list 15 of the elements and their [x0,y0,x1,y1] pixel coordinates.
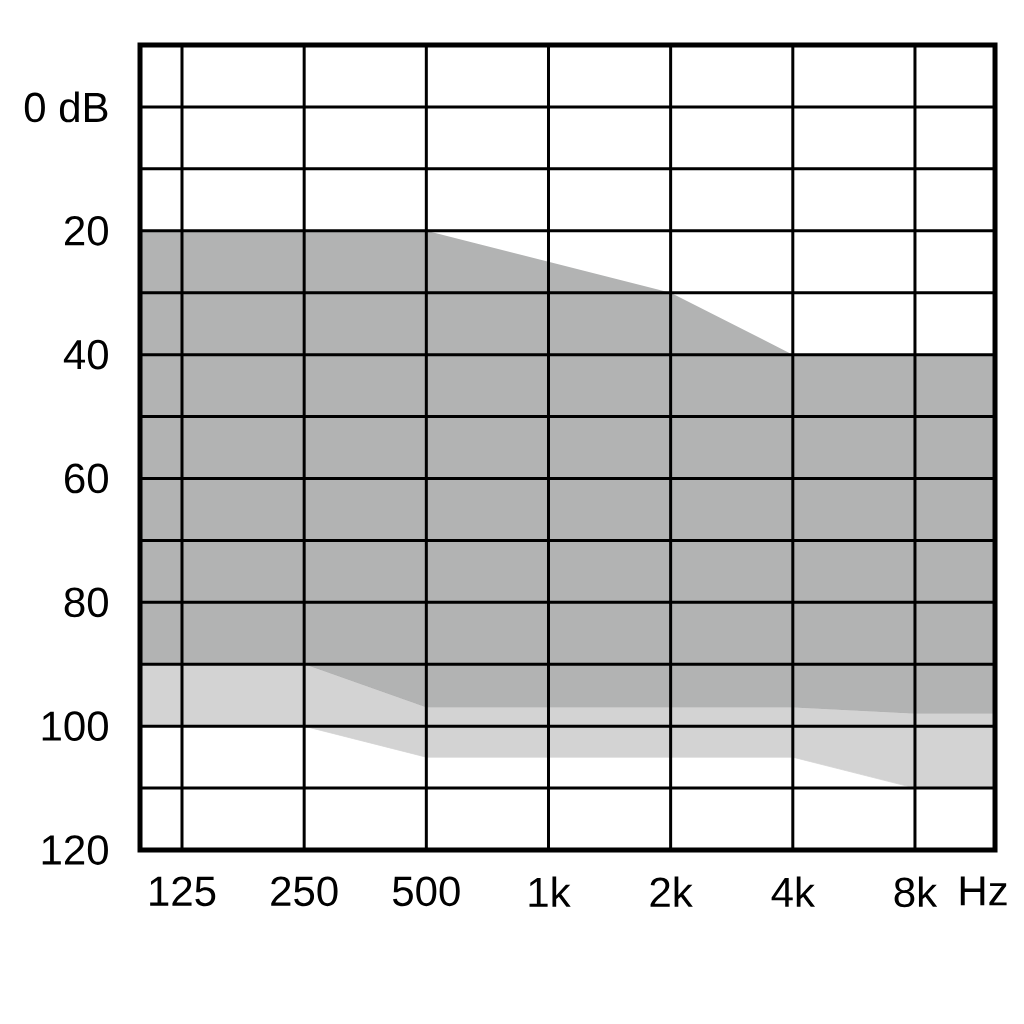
x-tick-label: 125 [150,876,216,907]
y-tick-label: 80 [64,587,108,618]
y-tick-label: 60 [65,463,108,494]
x-tick-label: 8k [894,876,938,908]
x-tick-label: 1k [529,876,571,907]
x-tick-label: 2k [650,876,693,907]
y-tick-label: 40 [63,339,108,370]
x-axis-title: Hz [960,876,1007,906]
x-tick-label: 4k [771,876,816,907]
y-tick-label: 120 [42,835,108,865]
x-tick-label: 500 [392,876,460,907]
y-tick-label: 20 [65,215,108,246]
y-tick-label: 0 dB [24,91,108,123]
x-tick-label: 250 [271,876,338,907]
y-tick-label: 100 [42,711,108,742]
